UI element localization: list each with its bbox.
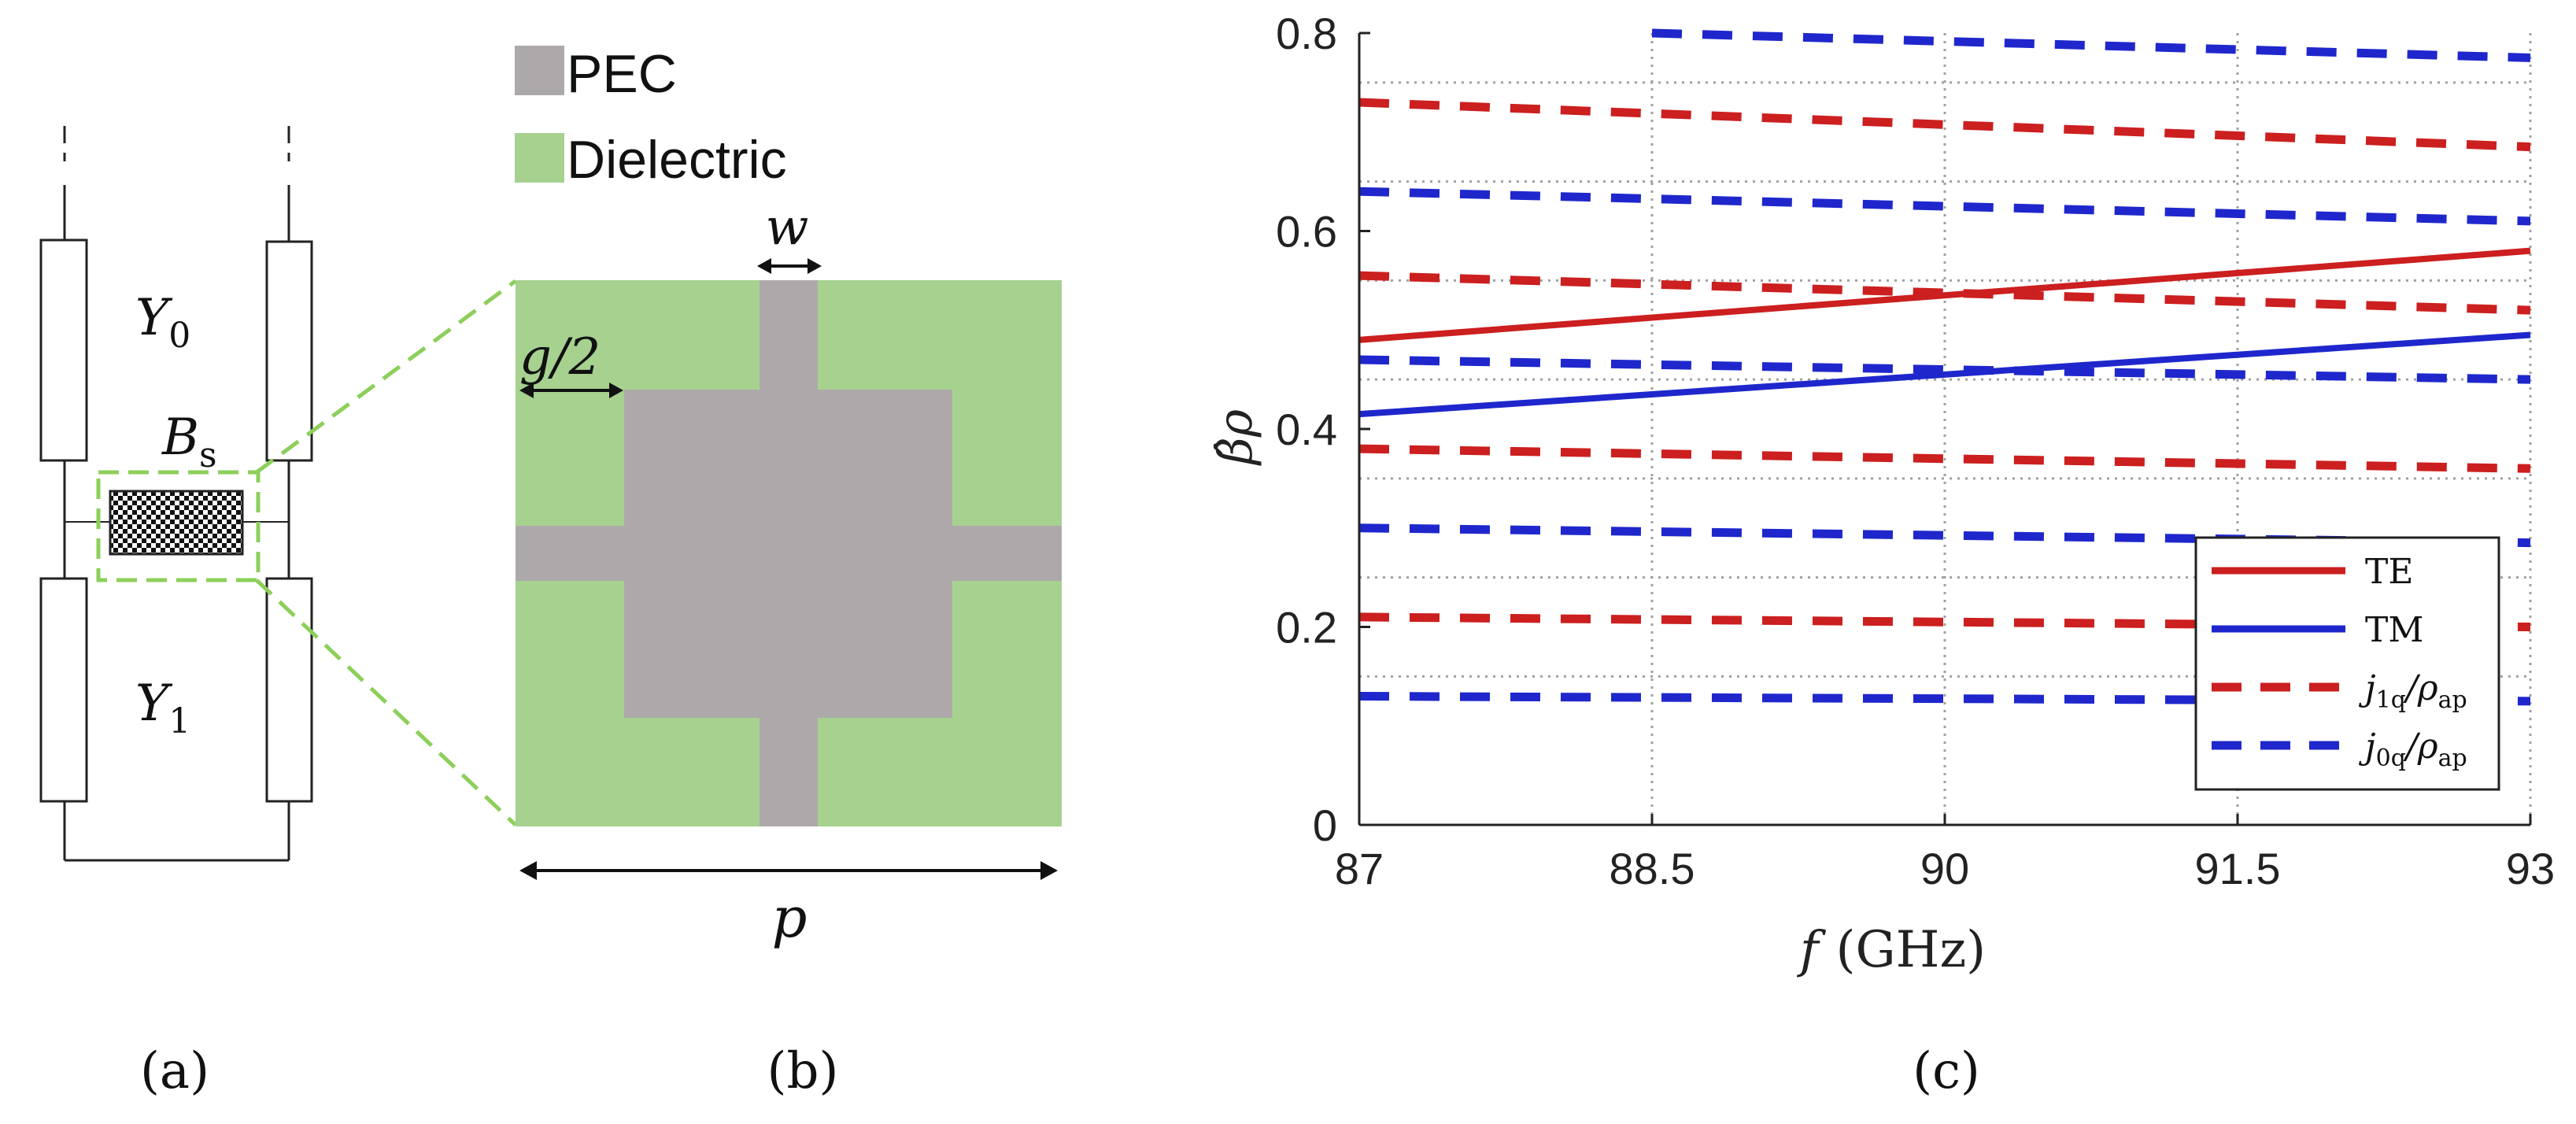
series-line-7 <box>1358 187 2531 226</box>
legend-label-dielectric: Dielectric <box>567 130 787 190</box>
legend-label-1: TM <box>2365 610 2423 650</box>
panel-b-legend: PEC Dielectric <box>515 44 787 190</box>
series-line-2 <box>1358 98 2531 152</box>
shunt-susceptance-block <box>109 490 244 556</box>
dimension-p <box>519 861 1058 880</box>
legend-swatch-pec <box>515 46 564 95</box>
series-line-8 <box>1358 355 2531 384</box>
caption-a: (a) <box>140 1042 209 1100</box>
dimension-g2 <box>519 383 623 398</box>
y-axis-label: β̂ρ <box>1208 409 1263 466</box>
y-tick-label: 0 <box>1313 800 1337 850</box>
x-tick-label: 91.5 <box>2195 844 2281 893</box>
zoom-line-bottom <box>255 579 517 826</box>
pec-strip-horizontal <box>516 526 1062 581</box>
zoom-box <box>96 470 261 582</box>
unit-cell <box>516 280 1062 826</box>
series-line-4 <box>1358 444 2531 473</box>
x-tick-label: 87 <box>1335 844 1384 893</box>
label-y0: Y0 <box>135 289 190 356</box>
x-tick-label: 90 <box>1920 844 1969 893</box>
panel-a-circuit <box>39 126 313 862</box>
x-tick-label: 93 <box>2506 844 2555 893</box>
y-tick-label: 0.6 <box>1276 207 1337 257</box>
caption-b: (b) <box>767 1042 839 1100</box>
chart-ticks: 87 88.5 90 91.5 93 0 0.2 0.4 0.6 0.8 <box>1276 9 2555 893</box>
x-axis-label: f (GHz) <box>1797 921 1986 979</box>
series-line-1 <box>1358 331 2531 418</box>
label-bs: Bs <box>161 409 217 475</box>
y-axis-label-text: β̂ρ <box>1208 409 1263 466</box>
zoom-line-top <box>255 279 517 475</box>
dim-label-w: w <box>766 198 809 257</box>
right-line-section-y0 <box>265 240 313 462</box>
series-line-0 <box>1358 247 2531 343</box>
legend-label-0: TE <box>2365 552 2413 592</box>
y-tick-label: 0.2 <box>1276 603 1337 653</box>
x-tick-label: 88.5 <box>1610 844 1695 893</box>
right-line-section-y1 <box>265 577 313 803</box>
legend-swatch-dielectric <box>515 133 564 183</box>
dimension-w <box>757 258 822 274</box>
caption-c: (c) <box>1913 1042 1980 1100</box>
legend-label-3: j0q/ρap <box>2358 727 2467 772</box>
label-y1: Y1 <box>135 675 190 741</box>
y-tick-label: 0.8 <box>1276 9 1337 58</box>
y-tick-label: 0.4 <box>1276 405 1337 454</box>
series-line-6 <box>1651 28 2531 62</box>
dim-label-g2: g/2 <box>519 328 601 386</box>
left-line-section-y0 <box>39 238 88 462</box>
legend-label-pec: PEC <box>567 44 677 104</box>
legend-box <box>2194 536 2500 791</box>
series-line-3 <box>1358 271 2531 315</box>
dim-label-p: p <box>772 886 808 950</box>
left-line-section-y1 <box>39 577 88 803</box>
